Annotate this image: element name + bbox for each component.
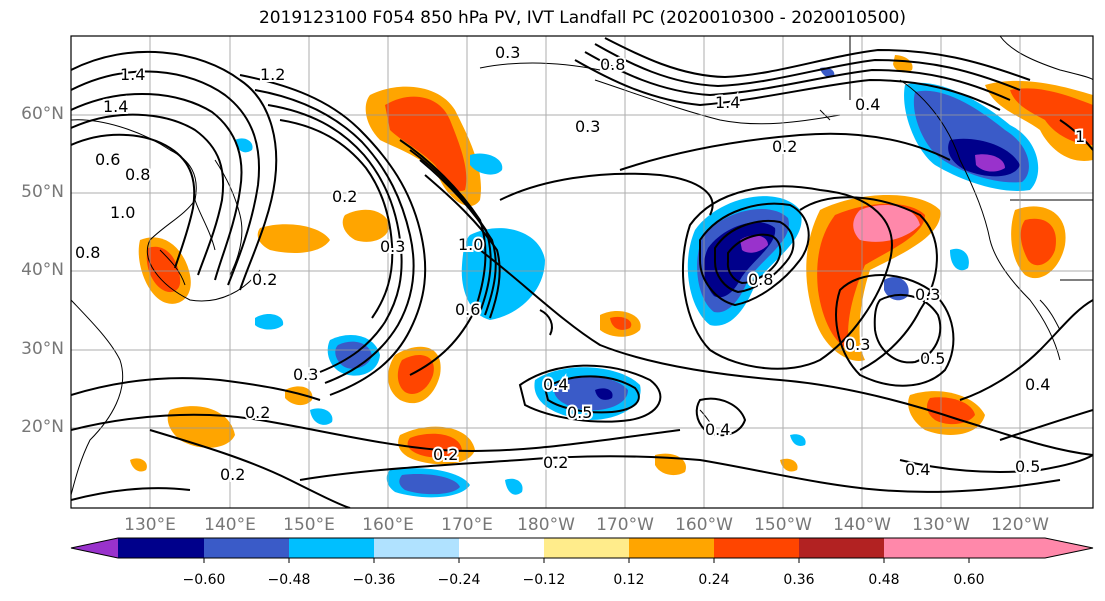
- contour-label: 0.8: [748, 270, 773, 289]
- contour-label: 0.2: [245, 403, 270, 422]
- colorbar-tick-label: −0.12: [522, 572, 566, 588]
- contour-label: 0.4: [705, 420, 730, 439]
- lon-label: 130°W: [912, 515, 970, 535]
- contour-lines: [71, 37, 1093, 508]
- lat-label: 40°N: [21, 260, 64, 280]
- colorbar-segment: [714, 538, 799, 558]
- contour-label: 0.2: [543, 453, 568, 472]
- lon-label: 170°E: [441, 515, 493, 535]
- contour-label: 0.2: [252, 270, 277, 289]
- contour-label: 0.5: [567, 403, 592, 422]
- lat-label: 30°N: [21, 339, 64, 359]
- contour-label: 0.2: [433, 445, 458, 464]
- contour-label: 0.4: [543, 375, 568, 394]
- contour-label: 0.2: [220, 465, 245, 484]
- colorbar-segment: [629, 538, 714, 558]
- colorbar-segment: [884, 538, 969, 558]
- colorbar-segment: [204, 538, 289, 558]
- colorbar-segment: [289, 538, 374, 558]
- lon-label: 170°W: [596, 515, 654, 535]
- contour-label: 1.0: [458, 235, 483, 254]
- contour-label: 1: [1075, 127, 1085, 146]
- contour-label: 0.8: [600, 55, 625, 74]
- colorbar-tick-label: 0.48: [868, 572, 900, 588]
- contour-label: 1.4: [103, 97, 128, 116]
- contour-label: 1.4: [715, 93, 740, 112]
- colorbar-tick-label: −0.60: [182, 572, 226, 588]
- lat-label: 20°N: [21, 417, 64, 437]
- colorbar-tick-label: −0.36: [352, 572, 396, 588]
- contour-label: 0.6: [95, 150, 120, 169]
- colorbar-segment: [118, 538, 204, 558]
- lat-label: 60°N: [21, 104, 64, 124]
- lon-label: 160°E: [362, 515, 414, 535]
- colorbar: [70, 537, 1094, 563]
- colorbar-segment: [459, 538, 544, 558]
- contour-label: 0.5: [920, 349, 945, 368]
- pv-shading: [130, 55, 1093, 498]
- contour-label: 0.3: [915, 285, 940, 304]
- contour-label: 0.3: [845, 335, 870, 354]
- contour-label: 0.6: [455, 300, 480, 319]
- figure-title: 2019123100 F054 850 hPa PV, IVT Landfall…: [258, 8, 906, 28]
- lon-label: 140°W: [833, 515, 891, 535]
- contour-label: 1.2: [260, 65, 285, 84]
- lon-label: 120°W: [991, 515, 1049, 535]
- contour-label: 0.4: [905, 460, 930, 479]
- colorbar-tick-label: −0.48: [267, 572, 311, 588]
- contour-label: 1.4: [120, 65, 145, 84]
- colorbar-tick-label: 0.60: [953, 572, 985, 588]
- contour-label: 0.4: [1025, 375, 1050, 394]
- lon-label: 140°E: [204, 515, 256, 535]
- colorbar-segment: [374, 538, 459, 558]
- contour-label: 0.3: [575, 117, 600, 136]
- map-frame: [70, 35, 1094, 509]
- colorbar-tick-label: 0.24: [698, 572, 730, 588]
- contour-label: 0.5: [1015, 457, 1040, 476]
- lon-label: 130°E: [124, 515, 176, 535]
- contour-label: 0.3: [495, 43, 520, 62]
- gridlines: [71, 36, 1093, 508]
- lat-label: 50°N: [21, 182, 64, 202]
- colorbar-segment: [799, 538, 884, 558]
- lon-label: 160°W: [675, 515, 733, 535]
- colorbar-tick-label: 0.36: [783, 572, 815, 588]
- contour-label: 0.2: [332, 187, 357, 206]
- lon-label: 150°E: [283, 515, 335, 535]
- contour-label: 1.0: [110, 203, 135, 222]
- lon-label: 150°W: [754, 515, 812, 535]
- contour-label: 0.8: [125, 165, 150, 184]
- contour-label: 0.2: [772, 137, 797, 156]
- lon-label: 180°W: [517, 515, 575, 535]
- colorbar-left-extend: [71, 538, 118, 558]
- contour-label: 0.3: [293, 365, 318, 384]
- contour-label: 0.3: [380, 237, 405, 256]
- contour-label: 0.8: [75, 243, 100, 262]
- contour-label: 0.4: [855, 95, 880, 114]
- colorbar-tick-label: 0.12: [613, 572, 645, 588]
- colorbar-segment: [544, 538, 629, 558]
- contour-label-group: 0.3 1.2 1.4 1.4 0.6 0.8 1.0 0.8 0.2 0.3 …: [73, 41, 1087, 486]
- colorbar-tick-label: −0.24: [437, 572, 481, 588]
- colorbar-right-extend: [969, 538, 1093, 558]
